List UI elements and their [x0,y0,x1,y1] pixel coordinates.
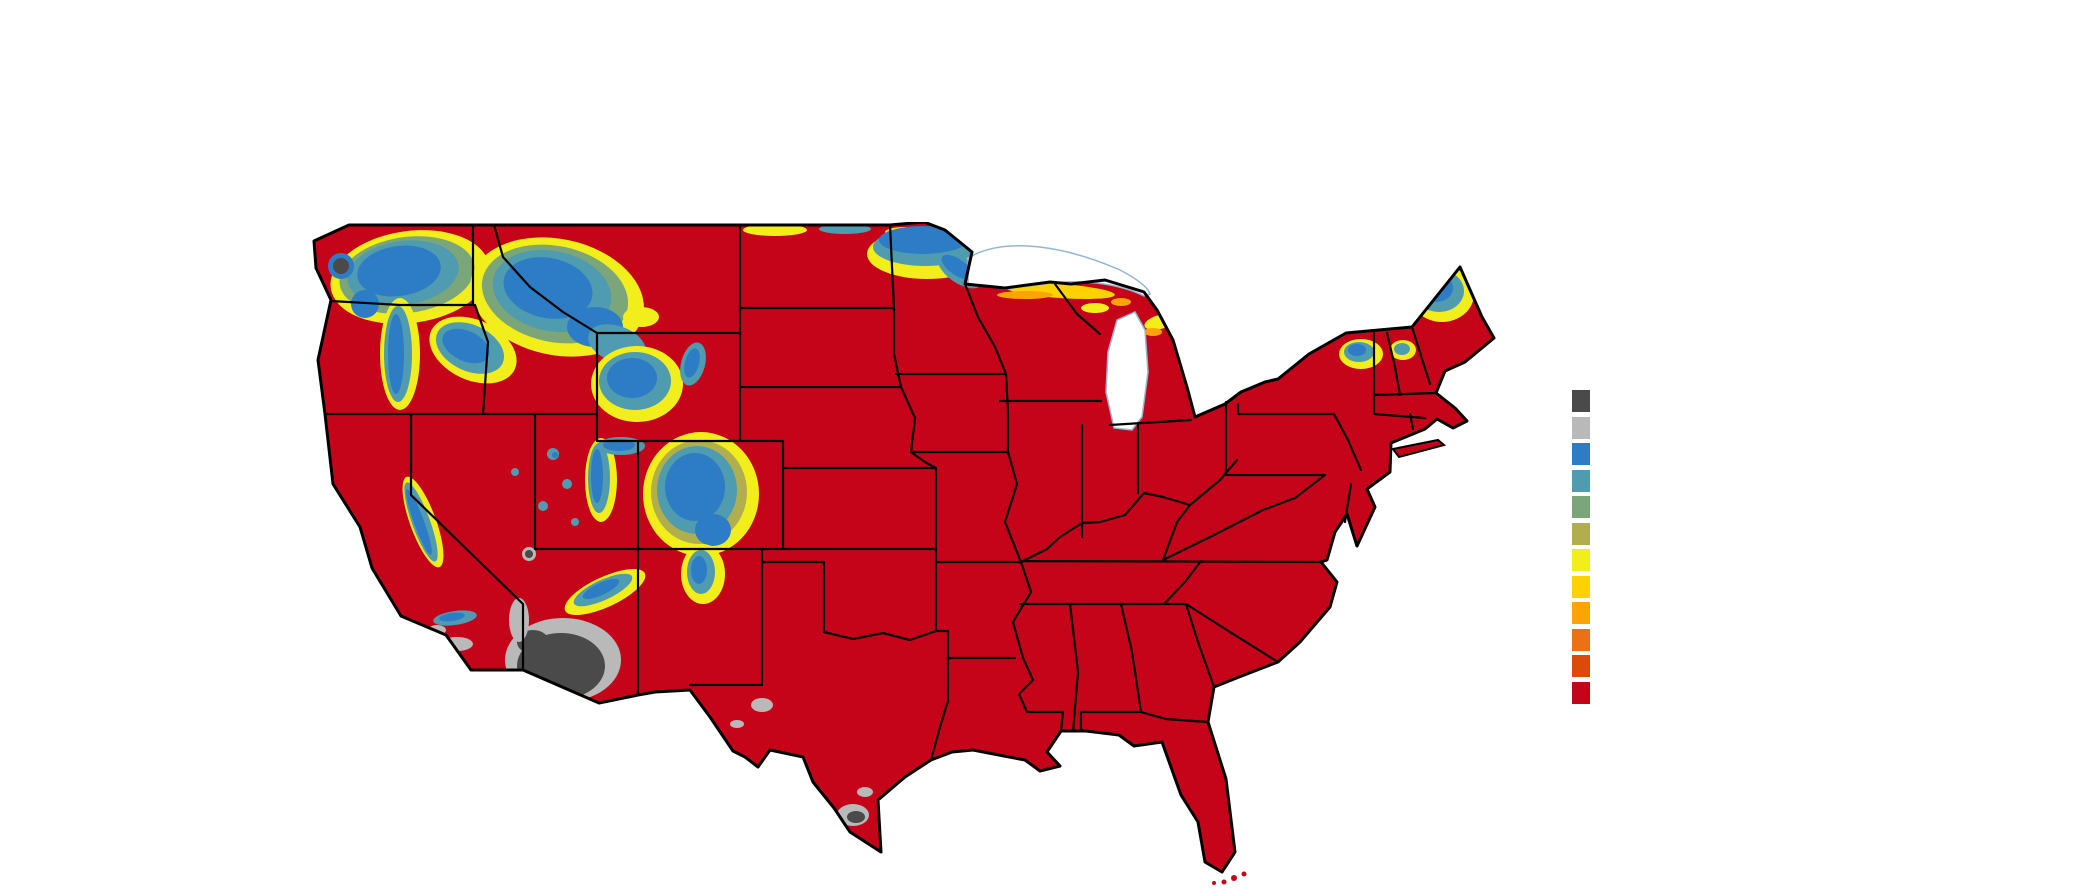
long-island [1391,438,1447,459]
legend-swatch-50-60 [1572,575,1590,598]
legend-item [1572,627,1912,654]
legend-item [1572,388,1912,415]
legend-swatch-80-90 [1572,655,1590,678]
map-state-borders [323,223,1438,762]
legend-swatch-20-30 [1572,496,1590,519]
legend-swatch-40-50 [1572,549,1590,572]
map-terrain-patches [328,224,1474,626]
legend-swatch-60-70 [1572,602,1590,625]
legend-item [1572,547,1912,574]
legend-swatch-excl-severe [1572,390,1590,413]
legend-item [1572,653,1912,680]
legend-item [1572,468,1912,495]
map-great-lakes [967,245,1151,431]
legend-item [1572,680,1912,707]
lake-superior [967,245,1151,297]
legend-swatch-0-10 [1572,443,1590,466]
legend-swatch-90-100 [1572,681,1590,704]
legend-swatch-30-40 [1572,522,1590,545]
florida-keys [1241,871,1247,877]
legend-swatch-excl-moderate [1572,416,1590,439]
legend-swatch-70-80 [1572,628,1590,651]
legend-item [1572,415,1912,442]
legend [1572,374,1912,706]
legend-item [1572,600,1912,627]
legend-item [1572,441,1912,468]
us-map [312,222,1496,885]
map-islands [1212,438,1447,885]
title-block [0,20,1840,36]
legend-item [1572,521,1912,548]
legend-item [1572,574,1912,601]
legend-item [1572,494,1912,521]
map-container [305,222,1545,892]
legend-swatch-10-20 [1572,469,1590,492]
map-national-outline [312,222,1496,874]
